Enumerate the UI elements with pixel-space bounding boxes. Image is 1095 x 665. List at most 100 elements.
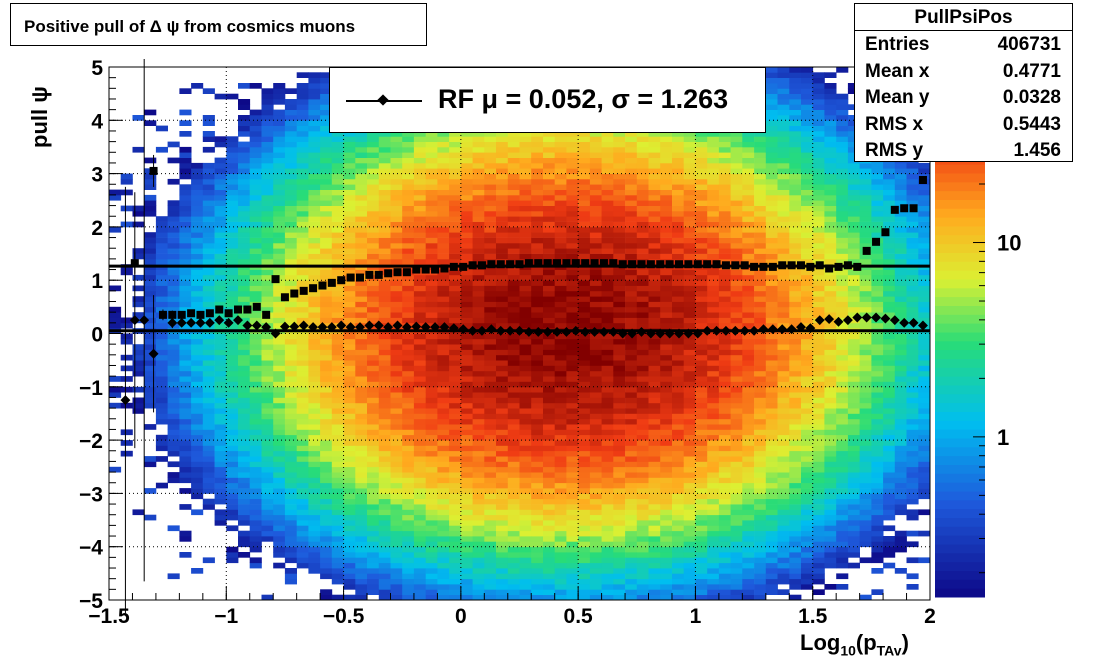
heatmap-cell (578, 450, 591, 457)
heatmap-cell (343, 466, 356, 473)
heatmap-cell (413, 493, 426, 500)
heatmap-cell (367, 402, 380, 409)
heatmap-cell (460, 520, 473, 526)
heatmap-cell (343, 386, 356, 393)
heatmap-cell (625, 216, 638, 222)
heatmap-cell (284, 274, 297, 281)
heatmap-cell (191, 253, 204, 260)
heatmap-cell (296, 429, 309, 436)
heatmap-cell (378, 178, 391, 185)
heatmap-cell (531, 482, 544, 489)
heatmap-cell (695, 477, 708, 484)
heatmap-cell (601, 338, 614, 345)
heatmap-cell (531, 472, 544, 478)
heatmap-cell (155, 344, 168, 350)
heatmap-cell (226, 242, 239, 249)
heatmap-cell (507, 392, 520, 398)
heatmap-cell (390, 424, 403, 430)
heatmap-cell (578, 376, 591, 382)
heatmap-cell (660, 296, 673, 302)
heatmap-cell (320, 290, 333, 297)
heatmap-cell (437, 584, 450, 590)
heatmap-cell (390, 237, 403, 244)
heatmap-cell (707, 200, 720, 206)
heatmap-cell (519, 365, 532, 372)
heatmap-cell (296, 434, 309, 441)
heatmap-cell (707, 573, 720, 580)
heatmap-cell (636, 301, 649, 308)
heatmap-cell (648, 285, 661, 292)
heatmap-cell (742, 141, 755, 148)
heatmap-cell (695, 237, 708, 244)
heatmap-cell (449, 434, 462, 441)
heatmap-cell (578, 184, 591, 190)
heatmap-cell (531, 568, 544, 574)
heatmap-cell (636, 445, 649, 452)
heatmap-cell (238, 301, 251, 308)
heatmap-cell (472, 146, 485, 153)
heatmap-cell (320, 157, 333, 164)
heatmap-cell (449, 168, 462, 174)
heatmap-cell (672, 546, 685, 553)
heatmap-cell (589, 221, 602, 228)
heatmap-cell (437, 445, 450, 452)
heatmap-cell (402, 461, 415, 468)
heatmap-cell (449, 536, 462, 542)
heatmap-cell (695, 322, 708, 329)
heatmap-cell (695, 520, 708, 526)
heatmap-cell (660, 312, 673, 318)
heatmap-cell (390, 536, 403, 542)
heatmap-cell (695, 253, 708, 260)
heatmap-cell (449, 456, 462, 462)
heatmap-cell (754, 232, 767, 238)
heatmap-cell (226, 514, 239, 521)
heatmap-cell (425, 370, 438, 377)
heatmap-cell (390, 514, 403, 521)
heatmap-cell (695, 173, 708, 180)
heatmap-cell (507, 466, 520, 473)
heatmap-cell (613, 488, 626, 494)
heatmap-cell (413, 594, 426, 601)
heatmap-cell (484, 445, 497, 452)
heatmap-cell (589, 216, 602, 222)
heatmap-cell (449, 226, 462, 233)
heatmap-cell (519, 157, 532, 164)
heatmap-cell (625, 424, 638, 430)
heatmap-cell (625, 552, 638, 558)
heatmap-cell (191, 461, 204, 468)
heatmap-cell (367, 242, 380, 249)
heatmap-cell (636, 296, 649, 302)
heatmap-cell (308, 205, 321, 212)
heatmap-cell (437, 402, 450, 409)
heatmap-cell (554, 530, 567, 537)
heatmap-cell (296, 477, 309, 484)
heatmap-cell (402, 514, 415, 521)
heatmap-cell (284, 146, 297, 153)
heatmap-cell (284, 152, 297, 158)
heatmap-cell (331, 472, 344, 478)
heatmap-cell (601, 461, 614, 468)
heatmap-cell (566, 466, 579, 473)
heatmap-cell (226, 173, 239, 180)
heatmap-cell (566, 194, 579, 201)
heatmap-cell (144, 301, 157, 308)
heatmap-cell (543, 440, 556, 446)
heatmap-cell (155, 397, 168, 404)
heatmap-cell (155, 402, 168, 409)
heatmap-cell (695, 402, 708, 409)
heatmap-cell (578, 434, 591, 441)
heatmap-cell (484, 488, 497, 494)
heatmap-cell (519, 413, 532, 420)
heatmap-cell (202, 269, 215, 276)
heatmap-cell (636, 472, 649, 478)
heatmap-cell (413, 232, 426, 238)
heatmap-cell (378, 429, 391, 436)
heatmap-cell (449, 242, 462, 249)
heatmap-cell (613, 226, 626, 233)
heatmap-cell (402, 466, 415, 473)
heatmap-cell (742, 461, 755, 468)
heatmap-cell (613, 381, 626, 388)
heatmap-cell (660, 285, 673, 292)
heatmap-cell (402, 168, 415, 174)
heatmap-cell (437, 168, 450, 174)
